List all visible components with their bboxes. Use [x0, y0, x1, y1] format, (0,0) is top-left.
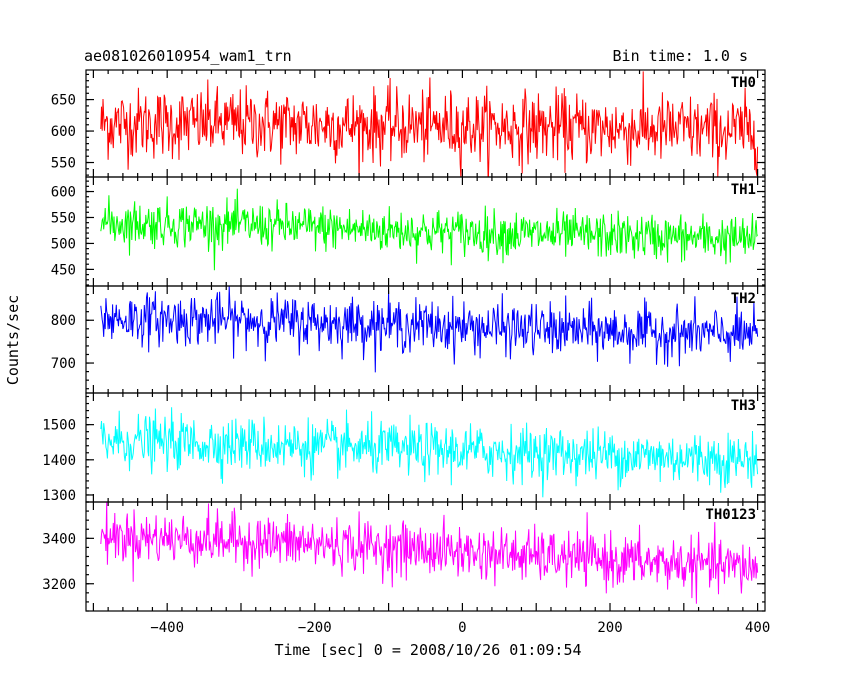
y-tick-label: 550	[51, 210, 76, 226]
panel-th1: 450 500 550 600 TH1	[51, 176, 766, 287]
panel-label-th3: TH3	[731, 398, 756, 414]
panel-th0123: 3200 3400 TH0123	[42, 501, 766, 612]
series-line-th0123	[100, 502, 759, 604]
y-tick-label: 3200	[42, 577, 76, 593]
y-tick-label: 650	[51, 93, 76, 109]
panel-label-th2: TH2	[731, 291, 756, 307]
series-line-th1	[100, 188, 759, 271]
y-tick-label: 600	[51, 185, 76, 201]
y-tick-label: 600	[51, 124, 76, 140]
x-tick-label: −200	[298, 620, 332, 636]
chart-title-left: ae081026010954_wam1_trn	[84, 47, 292, 65]
x-axis-label: Time [sec] 0 = 2008/10/26 01:09:54	[274, 641, 581, 659]
y-axis-label: Counts/sec	[4, 295, 22, 385]
y-tick-label: 700	[51, 356, 76, 372]
x-tick-label: −400	[150, 620, 184, 636]
panel-label-th0123: TH0123	[705, 507, 756, 523]
panel-label-th0: TH0	[731, 75, 756, 91]
panel-label-th1: TH1	[731, 182, 756, 198]
y-tick-label: 1300	[42, 488, 76, 504]
panel-th3: 1300 1400 1500 TH3	[42, 392, 766, 504]
panel-th0: 550 600 650 TH0	[51, 69, 766, 178]
y-tick-label: 1400	[42, 453, 76, 469]
x-tick-label: 400	[745, 620, 770, 636]
panel-group: 550 600 650 TH0 450 500 550 600 TH1 700 800 TH2 1300…	[42, 69, 766, 612]
y-tick-label: 3400	[42, 531, 76, 547]
y-tick-label: 450	[51, 262, 76, 278]
series-line-th2	[100, 286, 759, 373]
y-tick-label: 550	[51, 156, 76, 172]
panel-th2: 700 800 TH2	[51, 285, 766, 394]
x-tick-label: 200	[597, 620, 622, 636]
x-tick-label: 0	[458, 620, 466, 636]
series-line-th0	[100, 71, 759, 177]
series-line-th3	[100, 407, 759, 498]
panel-frame	[85, 285, 766, 394]
y-tick-label: 800	[51, 313, 76, 329]
y-tick-label: 500	[51, 236, 76, 252]
x-axis: −400 −200 0 200 400	[150, 620, 770, 636]
y-tick-label: 1500	[42, 418, 76, 434]
chart-title-right: Bin time: 1.0 s	[613, 47, 748, 65]
